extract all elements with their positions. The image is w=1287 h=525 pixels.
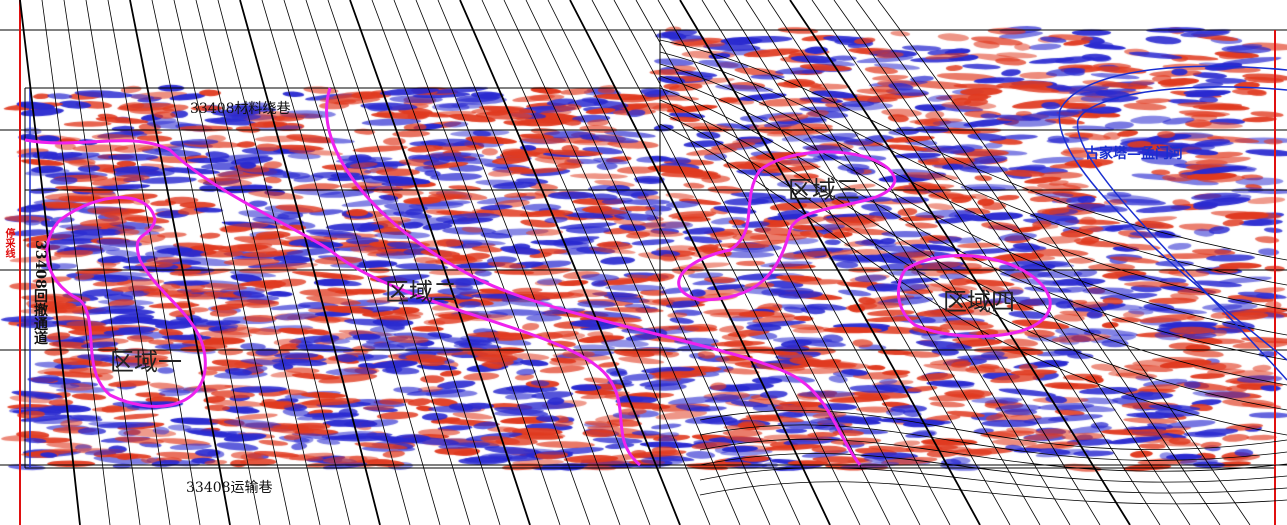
contour-line bbox=[659, 111, 1287, 411]
contour-line bbox=[349, 0, 531, 525]
roadway-bottom-label: 33408运输巷 bbox=[186, 480, 273, 496]
contour-line bbox=[459, 0, 681, 525]
contour-line bbox=[877, 0, 1251, 525]
contour-line bbox=[659, 39, 1287, 261]
contour-line bbox=[833, 0, 1191, 525]
contour-line bbox=[85, 0, 171, 525]
contour-line bbox=[173, 0, 291, 525]
contour-line bbox=[129, 0, 231, 525]
contour-line bbox=[723, 0, 1041, 525]
stop-line-label: 停采线 bbox=[3, 228, 14, 258]
contour-line bbox=[437, 0, 651, 525]
contour-line bbox=[63, 0, 141, 525]
contour-line bbox=[679, 0, 981, 525]
region-1-label: 区域一 bbox=[110, 348, 182, 376]
region-2-outline bbox=[325, 87, 862, 466]
region-3-label: 区域三 bbox=[788, 176, 860, 204]
contour-line bbox=[855, 0, 1221, 525]
contour-line bbox=[659, 75, 1287, 336]
contour-line bbox=[195, 0, 321, 525]
contour-line bbox=[699, 424, 1287, 461]
contour-line bbox=[699, 467, 1287, 494]
region-2-outline bbox=[24, 138, 641, 467]
contour-line bbox=[481, 0, 711, 525]
contour-line bbox=[107, 0, 201, 525]
contour-line bbox=[41, 0, 111, 525]
contour-line bbox=[635, 0, 921, 525]
region-1-outline bbox=[45, 196, 207, 408]
contour-line bbox=[393, 0, 591, 525]
contour-line bbox=[613, 0, 891, 525]
contour-line bbox=[415, 0, 621, 525]
contour-line bbox=[305, 0, 471, 525]
fault-line bbox=[1076, 86, 1287, 381]
contour-line bbox=[701, 0, 1011, 525]
contour-line bbox=[699, 481, 1287, 505]
grid-line bbox=[0, 29, 1287, 469]
roadway-left-label: 33408回撤通道 bbox=[32, 240, 48, 345]
contour-line bbox=[239, 0, 381, 525]
boundary-line bbox=[19, 0, 1276, 525]
contour-line bbox=[283, 0, 441, 525]
contour-line bbox=[569, 0, 831, 525]
contour-line bbox=[327, 0, 501, 525]
contour-line bbox=[699, 453, 1287, 483]
contour-line bbox=[659, 63, 1287, 311]
contour-line bbox=[811, 0, 1161, 525]
region-4-label: 区域四 bbox=[943, 288, 1015, 316]
contour-line bbox=[659, 99, 1287, 386]
contour-line bbox=[19, 0, 81, 525]
fault-label: 古家塔—孟门河 bbox=[1085, 146, 1183, 162]
contour-line bbox=[371, 0, 561, 525]
contour-line bbox=[151, 0, 261, 525]
contour-line bbox=[767, 0, 1101, 525]
contour-line bbox=[503, 0, 741, 525]
contour-line bbox=[525, 0, 771, 525]
contour-line bbox=[547, 0, 801, 525]
contour-line bbox=[745, 0, 1071, 525]
contour-line bbox=[659, 87, 1287, 361]
contour-line bbox=[657, 0, 951, 525]
contour-line bbox=[699, 438, 1287, 472]
region-2-label: 区域二 bbox=[385, 278, 457, 306]
region-3-outline bbox=[677, 150, 897, 302]
roadway-top-label: 33408材料绕巷 bbox=[190, 101, 291, 117]
contour-line bbox=[261, 0, 411, 525]
fault-line bbox=[1058, 65, 1287, 361]
contour-line bbox=[659, 123, 1287, 436]
contour-line bbox=[659, 51, 1287, 286]
contour-line bbox=[699, 410, 1287, 450]
region-4-outline bbox=[896, 254, 1052, 338]
contour-line bbox=[217, 0, 351, 525]
contour-line bbox=[591, 0, 861, 525]
